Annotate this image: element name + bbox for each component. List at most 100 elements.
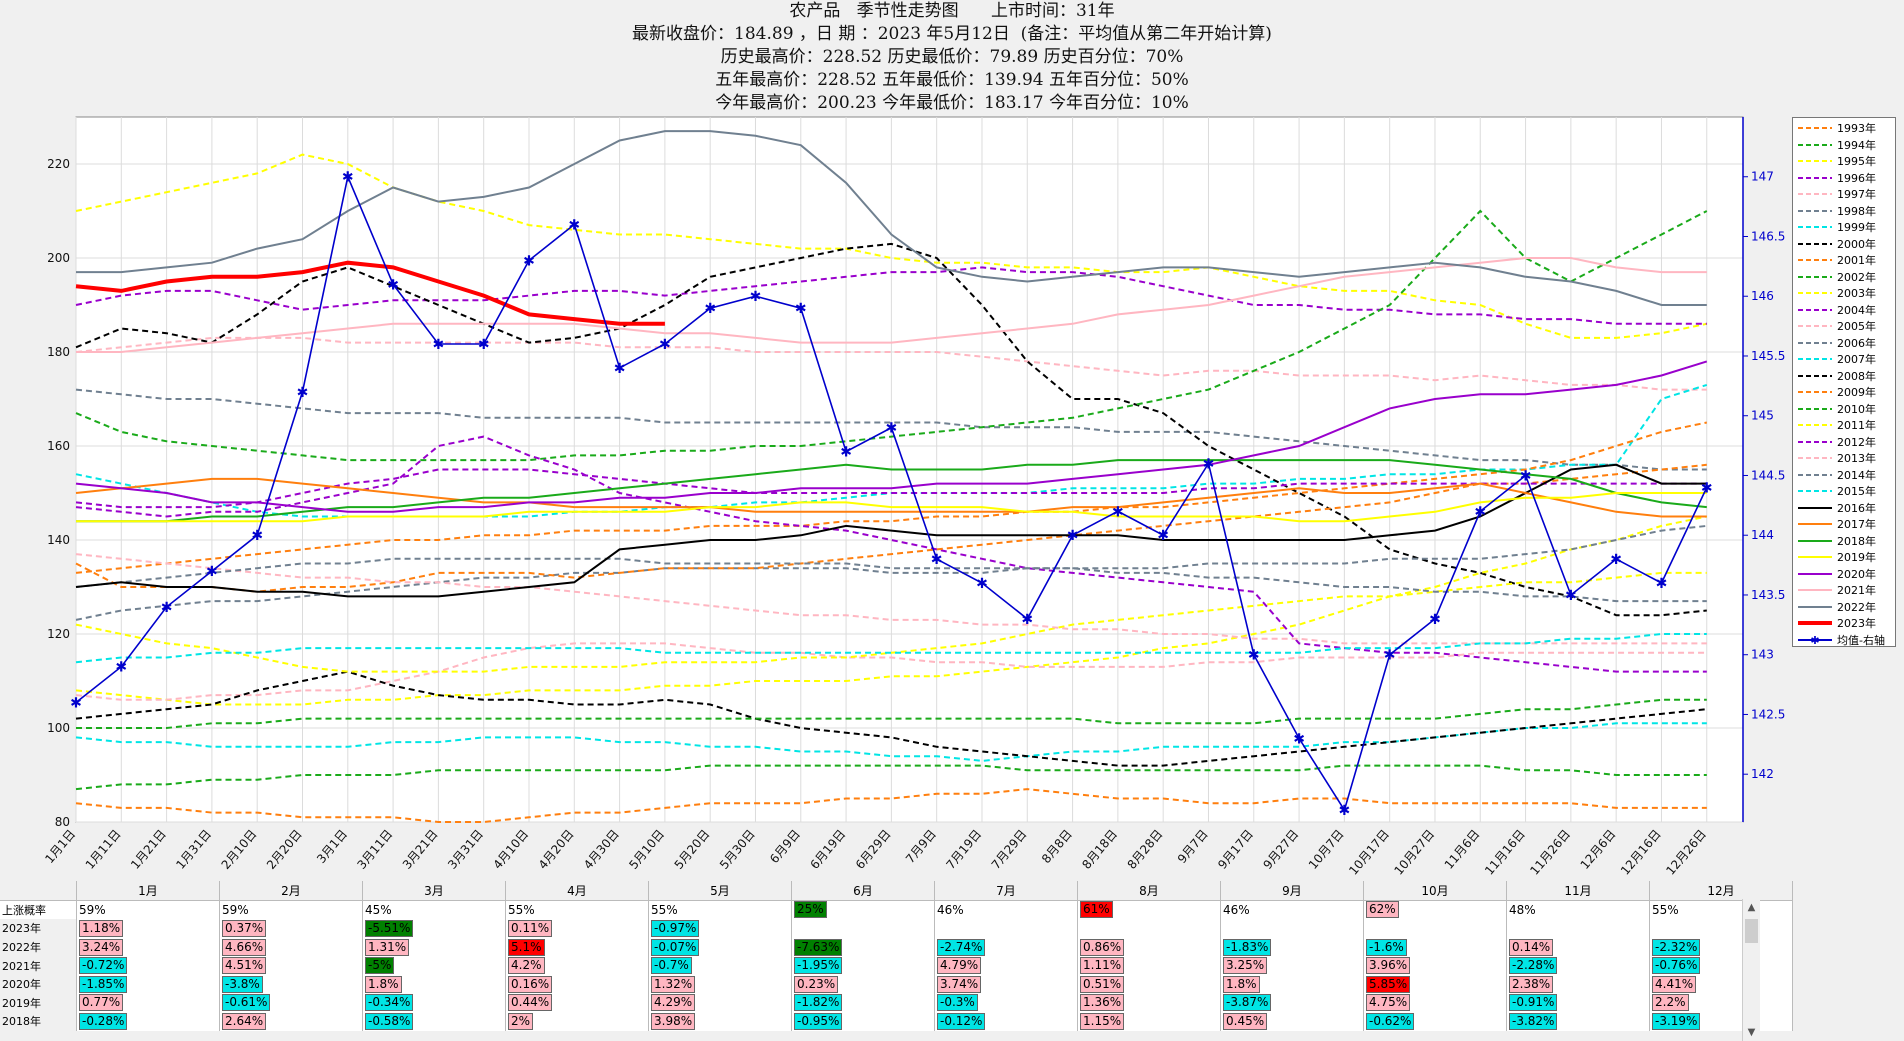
monthly-change-cell: 0.86% <box>1077 937 1221 957</box>
x-tick-label: 8月28日 <box>1125 827 1166 872</box>
series-line-2018年 <box>76 459 1707 523</box>
legend-item: 2017年 <box>1796 516 1892 533</box>
series-point-marker: ✱ <box>1384 648 1396 664</box>
monthly-change-value: 0.45% <box>1223 1012 1268 1030</box>
series-point-marker: ✱ <box>659 337 671 353</box>
monthly-change-value: -1.95% <box>794 957 843 975</box>
monthly-change-cell: 5.1% <box>505 937 649 957</box>
series-line-2002年 <box>75 209 1708 462</box>
legend-swatch <box>1798 242 1832 245</box>
series-point-marker: ✱ <box>568 218 580 234</box>
legend-item: 2023年 <box>1796 615 1892 632</box>
scroll-down-arrow-icon[interactable]: ▼ <box>1747 1027 1756 1038</box>
legend-label: 2016年 <box>1837 501 1876 515</box>
x-tick-label: 9月27日 <box>1260 827 1301 872</box>
probability-cell: 46% <box>1220 900 1364 920</box>
table-row: 2022年 3.24% 4.66% 1.31% 5.1% -0.07% -7.63% -2.7… <box>0 937 1793 957</box>
legend-label: 2023年 <box>1837 617 1876 631</box>
table-row: 2020年 -1.85% -3.8% 1.8% 0.16% 1.32% 0.23% 3.74%… <box>0 974 1793 994</box>
series-point-marker: ✱ <box>1565 588 1577 604</box>
series-line-1997年 <box>75 336 1707 391</box>
x-tick-label: 12月26日 <box>1663 827 1709 878</box>
monthly-change-value: 5.85% <box>1366 975 1411 993</box>
legend-item: 2012年 <box>1796 434 1892 451</box>
x-tick-label: 3月1日 <box>314 827 350 866</box>
table-header-month: 11月 <box>1506 881 1650 901</box>
legend-swatch <box>1798 308 1832 311</box>
monthly-change-value: 3.24% <box>79 938 124 956</box>
series-point-marker: ✱ <box>1248 648 1260 664</box>
monthly-change-cell: -0.7% <box>648 956 792 975</box>
left-axis-tick-label: 180 <box>47 345 70 359</box>
monthly-change-cell: -2.32% <box>1649 937 1793 957</box>
legend-swatch <box>1798 440 1832 443</box>
series-point-marker: ✱ <box>161 600 173 616</box>
row-year-label: 2019年 <box>0 993 77 1013</box>
legend-label: 2018年 <box>1837 534 1876 548</box>
monthly-change-value: -2.74% <box>937 938 986 956</box>
series-line-2011年 <box>75 571 1707 673</box>
series-point-marker: ✱ <box>115 660 127 676</box>
monthly-change-value: -0.61% <box>222 994 271 1012</box>
probability-cell: 61% <box>1077 900 1221 920</box>
monthly-change-cell: -0.97% <box>648 919 792 938</box>
legend-swatch <box>1798 407 1832 410</box>
series-line-2012年 <box>75 468 1707 509</box>
scroll-thumb[interactable] <box>1745 919 1758 943</box>
legend-label: 2008年 <box>1837 369 1876 383</box>
legend-item: 2010年 <box>1796 401 1892 418</box>
monthly-change-cell: 1.15% <box>1077 1012 1221 1031</box>
legend-swatch <box>1798 374 1832 377</box>
legend-item: 2022年 <box>1796 599 1892 616</box>
x-tick-label: 7月19日 <box>943 827 984 872</box>
legend-label: 1993年 <box>1837 122 1876 136</box>
probability-cell: 46% <box>934 900 1078 920</box>
monthly-change-value: 1.36% <box>1080 994 1125 1012</box>
legend-swatch <box>1798 457 1832 460</box>
legend-swatch <box>1798 391 1832 394</box>
legend-label: 2009年 <box>1837 386 1876 400</box>
x-tick-label: 11月26日 <box>1527 827 1573 878</box>
legend-item: ✱ 均值-右轴 <box>1796 632 1892 649</box>
chart-title: 农产品 季节性走势图 上市时间：31年 <box>789 1 1115 21</box>
series-line-2004年 <box>75 435 1707 673</box>
monthly-change-cell: -2.74% <box>934 937 1078 957</box>
table-header-corner <box>0 881 77 901</box>
row-year-label: 2023年 <box>0 919 77 938</box>
right-axis-tick-label: 145.5 <box>1751 349 1785 363</box>
table-scrollbar[interactable]: ▲ ▼ <box>1742 899 1760 1041</box>
left-axis-tick-label: 120 <box>47 627 70 641</box>
x-tick-label: 2月10日 <box>219 827 260 872</box>
legend-label: 2015年 <box>1837 485 1876 499</box>
row-year-label: 2020年 <box>0 974 77 994</box>
legend-item: 2021年 <box>1796 582 1892 599</box>
series-line-1998年 <box>75 388 1707 471</box>
table-header-month: 4月 <box>505 881 649 901</box>
x-tick-label: 6月29日 <box>853 827 894 872</box>
legend-label: 1995年 <box>1837 155 1876 169</box>
monthly-change-cell: 1.11% <box>1077 956 1221 975</box>
series-point-marker: ✱ <box>1203 457 1215 473</box>
legend-label: 1996年 <box>1837 171 1876 185</box>
table-header-month: 12月 <box>1649 881 1793 901</box>
legend-swatch <box>1798 259 1832 262</box>
legend-swatch <box>1798 506 1832 509</box>
monthly-change-cell: 0.16% <box>505 974 649 994</box>
monthly-change-value: 1.18% <box>79 919 124 937</box>
series-point-marker: ✱ <box>1339 803 1351 819</box>
table-row: 2023年 1.18% 0.37% -5.51% 0.11% -0.97% <box>0 919 1793 938</box>
monthly-change-value: 3.98% <box>651 1012 696 1030</box>
monthly-change-cell: 0.44% <box>505 993 649 1013</box>
monthly-change-cell: 2.38% <box>1506 974 1650 994</box>
legend-swatch: ✱ <box>1798 634 1832 646</box>
legend-swatch <box>1798 358 1832 361</box>
legend-label: 2003年 <box>1837 287 1876 301</box>
monthly-change-cell: 4.66% <box>219 937 363 957</box>
scroll-up-arrow-icon[interactable]: ▲ <box>1747 902 1756 913</box>
x-tick-label: 7月9日 <box>903 827 939 866</box>
monthly-change-value: 3.96% <box>1366 957 1411 975</box>
monthly-change-value: 0.51% <box>1080 975 1125 993</box>
series-point-marker: ✱ <box>1429 612 1441 628</box>
monthly-change-value: -2.32% <box>1652 938 1701 956</box>
legend-item: 2001年 <box>1796 252 1892 269</box>
